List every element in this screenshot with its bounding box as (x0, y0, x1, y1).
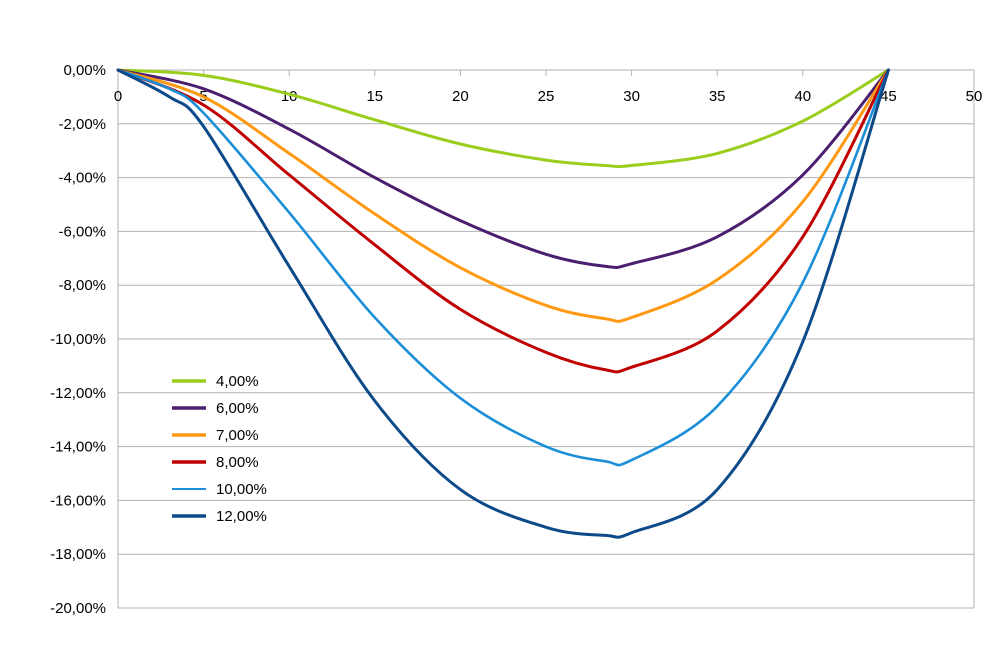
x-tick-label: 50 (966, 88, 983, 105)
x-tick-label: 25 (538, 88, 555, 105)
legend-label: 6,00% (216, 400, 259, 417)
x-tick-label: 45 (880, 88, 897, 105)
legend-label: 10,00% (216, 481, 267, 498)
y-tick-label: -4,00% (58, 170, 106, 187)
x-tick-label: 30 (623, 88, 640, 105)
y-tick-label: -2,00% (58, 116, 106, 133)
y-tick-label: -14,00% (50, 439, 106, 456)
x-tick-label: 40 (794, 88, 811, 105)
y-tick-label: -18,00% (50, 546, 106, 563)
series-line-2 (116, 68, 890, 269)
y-tick-label: -10,00% (50, 331, 106, 348)
series-line-5 (116, 68, 890, 467)
y-tick-label: -8,00% (58, 277, 106, 294)
series-lines (116, 68, 890, 539)
legend-label: 12,00% (216, 508, 267, 525)
legend-label: 7,00% (216, 427, 259, 444)
series-line-6 (116, 68, 890, 539)
y-axis: 0,00% -2,00% -4,00% -6,00% -8,00% -10,00% -12,… (50, 62, 106, 617)
series-line-4 (116, 68, 890, 374)
legend: 4,00% 6,00% 7,00% 8,00% 10,00% 12,00% (172, 373, 267, 525)
y-tick-label: -20,00% (50, 600, 106, 617)
series-line-3 (116, 68, 890, 323)
y-tick-label: -16,00% (50, 492, 106, 509)
y-tick-label: -6,00% (58, 223, 106, 240)
legend-label: 4,00% (216, 373, 259, 390)
series-line-1 (116, 68, 890, 169)
y-tick-label: -12,00% (50, 385, 106, 402)
x-tick-label: 35 (709, 88, 726, 105)
legend-label: 8,00% (216, 454, 259, 471)
x-tick-label: 0 (114, 88, 122, 105)
x-tick-label: 20 (452, 88, 469, 105)
y-tick-label: 0,00% (63, 62, 106, 79)
x-axis: 0 5 10 15 20 25 30 35 40 45 50 (114, 69, 983, 105)
x-tick-label: 15 (366, 88, 383, 105)
